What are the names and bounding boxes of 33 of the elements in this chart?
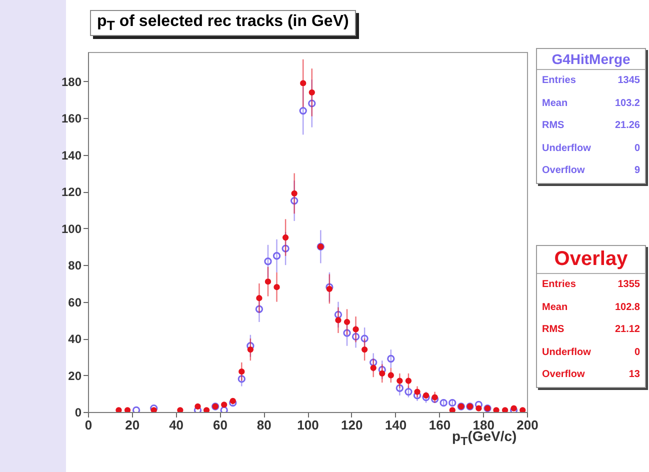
- y-tick-label: 40: [68, 332, 82, 346]
- x-tick-label: 200: [516, 418, 538, 432]
- y-tick-label: 160: [61, 112, 82, 126]
- x-tick-label: 0: [84, 418, 92, 432]
- y-tick-label: 100: [61, 222, 82, 236]
- x-tick-label: 140: [384, 418, 407, 432]
- x-tick-label: 100: [297, 418, 319, 432]
- text: Mean 103.2: [542, 98, 640, 108]
- text: Overflow 13: [542, 369, 640, 380]
- text: Overlay: [537, 246, 645, 274]
- text: Underflow 0: [542, 142, 640, 154]
- y-tick-label: 180: [61, 74, 82, 89]
- x-tick-label: 120: [341, 418, 363, 432]
- chart-title: p$_{T}$ of selected rec tracks (in GeV): [90, 10, 356, 36]
- text: G4HitMerge: [537, 49, 645, 70]
- text: RMS 21.12: [542, 324, 640, 335]
- text: Underflow 0: [542, 346, 640, 358]
- y-tick-label: 80: [68, 258, 82, 273]
- x-tick-label: 160: [428, 418, 451, 432]
- text: RMS 21.26: [542, 120, 640, 131]
- y-tick-label: 60: [68, 295, 82, 310]
- text: Overflow 9: [542, 165, 640, 176]
- y-tick-label: 120: [61, 185, 82, 200]
- x-tick-label: 80: [256, 418, 272, 432]
- y-tick-label: 0: [74, 406, 82, 420]
- text: Entries 1345: [542, 75, 640, 86]
- y-tick-label: 20: [68, 368, 82, 383]
- y-tick-label: 140: [61, 148, 82, 162]
- x-tick-label: 60: [212, 418, 228, 432]
- text: Entries 1355: [542, 279, 640, 290]
- x-tick-label: 40: [169, 418, 184, 432]
- x-tick-label: 20: [125, 418, 140, 432]
- text: Mean 102.8: [542, 302, 640, 312]
